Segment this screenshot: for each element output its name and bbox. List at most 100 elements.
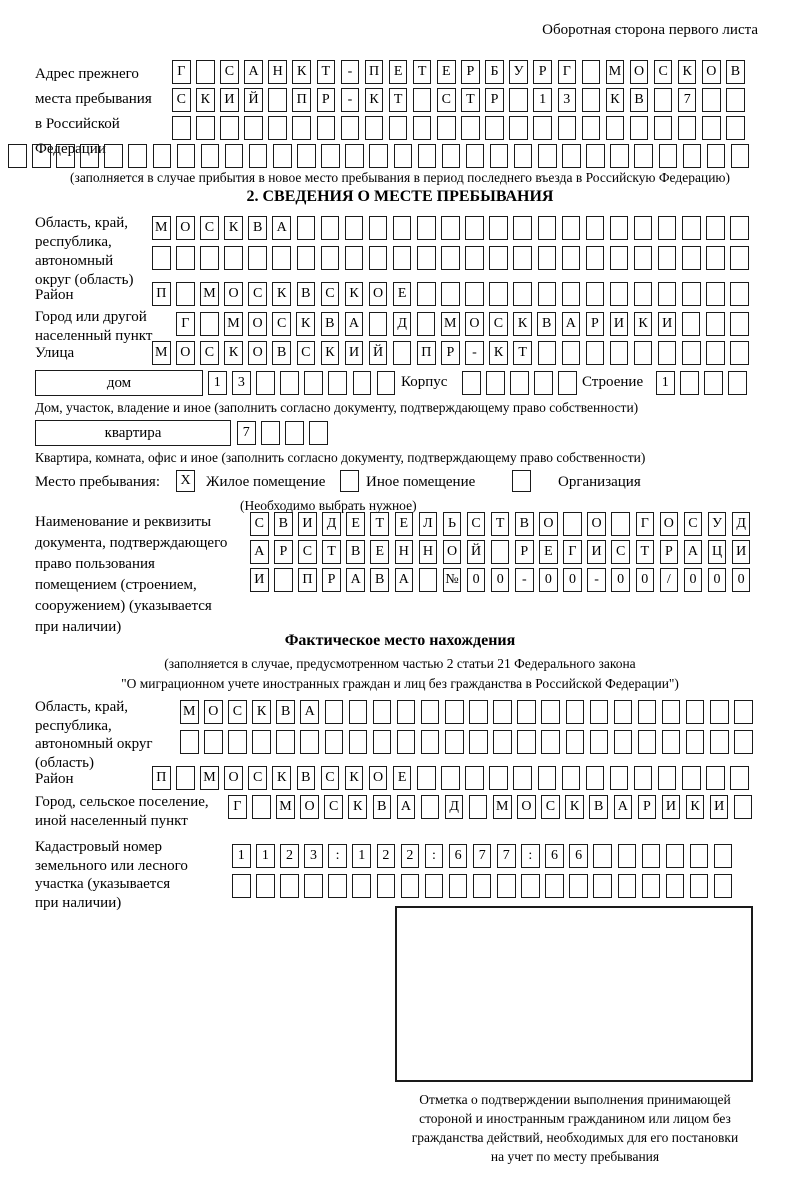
char-cell (204, 730, 223, 754)
char-cell: О (224, 766, 243, 790)
char-cell (680, 371, 699, 395)
char-cell (617, 844, 636, 868)
char-cell: : (424, 844, 444, 868)
char-cell (513, 766, 532, 790)
char-cell: 1 (656, 371, 675, 395)
char-cell: В (589, 795, 608, 819)
char-cell: 0 (707, 568, 727, 592)
char-cell (328, 371, 347, 395)
char-cell (489, 282, 508, 306)
text-line: на учет по месту пребывания (490, 1149, 660, 1164)
char-cell (200, 312, 219, 336)
char-cell (534, 371, 553, 395)
char-cell: О (368, 282, 388, 306)
char-cell: Р (461, 60, 480, 84)
char-cell: М (224, 312, 243, 336)
char-cell: Г (557, 60, 576, 84)
char-cell (629, 116, 649, 140)
char-cell (461, 116, 480, 140)
char-cell: В (296, 766, 316, 790)
char-cell (261, 421, 280, 445)
char-cell: - (340, 60, 360, 84)
char-cell (682, 766, 701, 790)
char-cell (609, 766, 629, 790)
char-cell (490, 540, 510, 564)
char-cell (276, 730, 295, 754)
char-cell (441, 216, 460, 240)
char-cell: : (521, 844, 540, 868)
char-cell (420, 730, 440, 754)
text-line: (заполняется в случае, предусмотренном ч… (164, 656, 636, 671)
text-line: Кадастровый номер (35, 839, 162, 855)
char-cell (392, 246, 412, 270)
char-cell: О (368, 766, 388, 790)
char-cell (441, 144, 461, 168)
char-cell: С (296, 341, 316, 365)
text-line: земельного или лесного (35, 857, 188, 874)
char-cell: А (244, 60, 263, 84)
char-cell: - (465, 341, 484, 365)
char-cell (545, 874, 564, 898)
char-cell (465, 246, 484, 270)
char-cell (665, 844, 685, 868)
char-cell: К (565, 795, 584, 819)
char-cell (581, 88, 601, 112)
char-cell (585, 766, 605, 790)
char-cell: М (200, 282, 219, 306)
char-cell (465, 766, 484, 790)
text-line: в Российской (35, 116, 120, 132)
char-cell: Г (176, 312, 195, 336)
char-cell: С (489, 312, 508, 336)
char-cell: М (180, 700, 199, 724)
char-cell (537, 282, 556, 306)
char-cell: С (437, 88, 456, 112)
char-cell (441, 282, 460, 306)
char-cell: 7 (497, 844, 516, 868)
char-cell (469, 730, 488, 754)
char-cell: М (605, 60, 625, 84)
char-cell: 0 (490, 568, 510, 592)
text-line: республика, (35, 717, 112, 734)
char-cell (561, 246, 581, 270)
char-cell: М (152, 341, 171, 365)
char-cell (412, 88, 432, 112)
char-cell (486, 371, 505, 395)
text-line: сооружением) (указывается (35, 598, 212, 614)
char-cell: 0 (635, 568, 654, 592)
char-cell: Г (563, 540, 582, 564)
char-cell (368, 216, 388, 240)
char-cell: Р (515, 540, 534, 564)
label-gorod-2: Город, сельское поселение, иной населенны… (35, 793, 209, 830)
char-cell (633, 766, 653, 790)
char-cell: Е (394, 512, 414, 536)
label-prev-address: Адрес прежнего места пребывания в Российск… (35, 62, 152, 162)
oblast-row-2 (152, 246, 749, 270)
char-cell (417, 766, 436, 790)
char-cell (424, 874, 444, 898)
char-cell (730, 766, 749, 790)
char-cell: В (320, 312, 340, 336)
char-cell (561, 282, 581, 306)
char-cell (653, 116, 673, 140)
char-cell (713, 844, 733, 868)
char-cell (510, 371, 529, 395)
char-cell: Й (244, 88, 263, 112)
char-cell: Н (394, 540, 414, 564)
char-cell: К (224, 341, 243, 365)
label-oblast: Область, край, республика, автономный округ… (35, 214, 133, 290)
char-cell: К (677, 60, 697, 84)
text-line: (область) (35, 754, 94, 771)
char-cell (465, 144, 485, 168)
char-cell (728, 371, 747, 395)
char-cell (593, 844, 612, 868)
char-cell: С (320, 766, 340, 790)
kvartira-cells: 7 (237, 421, 328, 445)
char-cell (228, 730, 247, 754)
text-line: участка (указывается (35, 876, 171, 892)
char-cell (706, 282, 725, 306)
char-cell: М (200, 766, 219, 790)
char-cell: С (541, 795, 560, 819)
char-cell (372, 730, 392, 754)
